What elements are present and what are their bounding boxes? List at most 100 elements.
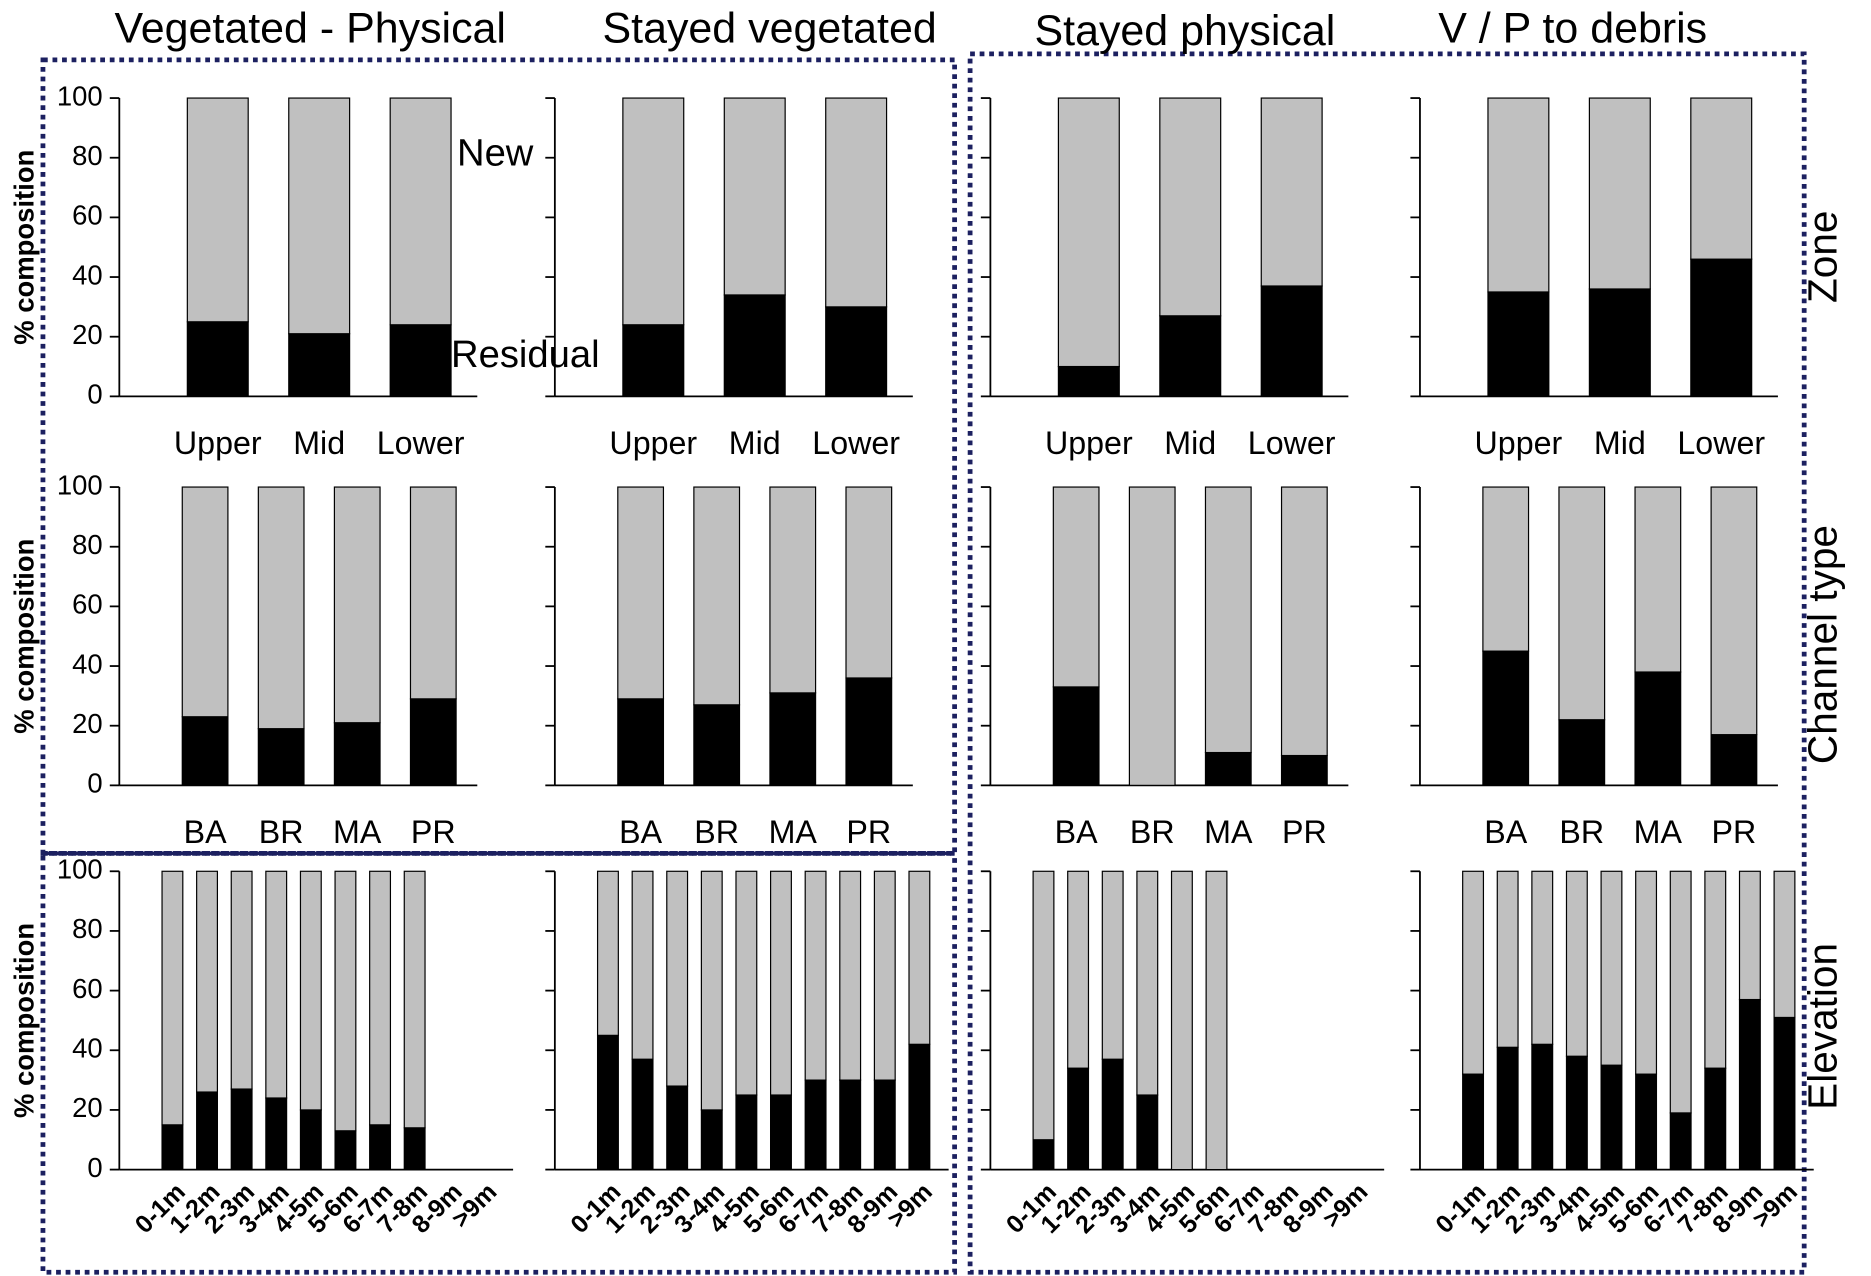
bar-segment [369, 870, 392, 1126]
bar-segment [1205, 870, 1228, 1171]
bar-segment [257, 486, 305, 730]
bar-segment [617, 698, 665, 786]
bar-segment [804, 870, 827, 1081]
bar-segment [1032, 870, 1055, 1141]
y-tick-label: 0 [87, 379, 102, 410]
y-tick-label: 80 [72, 529, 103, 560]
x-tick-label: Lower [1248, 425, 1336, 461]
bar-segment [1669, 870, 1692, 1114]
y-axis-label: % composition [9, 539, 40, 734]
bar-segment [1487, 97, 1550, 293]
x-tick-label: PR [846, 814, 891, 850]
bar-segment [622, 324, 685, 397]
bar-segment [666, 870, 689, 1087]
y-tick-label: 40 [72, 1033, 103, 1064]
x-tick-label: MA [1634, 814, 1683, 850]
x-tick-label: Upper [609, 425, 697, 461]
bar-segment [908, 1043, 931, 1171]
x-tick-label: Upper [1045, 425, 1133, 461]
x-tick-label: BR [694, 814, 739, 850]
bar-segment [1052, 486, 1100, 688]
bar-segment [1204, 486, 1252, 754]
bar-segment [622, 97, 685, 326]
bar-segment [288, 97, 351, 335]
column-title: Stayed physical [1035, 7, 1336, 55]
bar-segment [1280, 754, 1328, 786]
bar-segment [700, 1109, 723, 1171]
bar-segment [1634, 486, 1682, 673]
column-title: V / P to debris [1438, 5, 1707, 53]
bar-segment [1773, 1016, 1796, 1171]
bar-segment [769, 486, 817, 694]
bar-segment [196, 870, 219, 1093]
bar-segment [1159, 315, 1222, 397]
bar-segment [1634, 671, 1682, 786]
y-tick-label: 100 [57, 854, 103, 885]
bar-segment [769, 870, 792, 1096]
bar-segment [1710, 734, 1758, 786]
x-tick-label: Mid [293, 425, 345, 461]
x-tick-label: Lower [1677, 425, 1765, 461]
y-tick-label: 40 [72, 648, 103, 679]
bar-segment [409, 486, 457, 700]
x-tick-label: Mid [1164, 425, 1216, 461]
bar-segment [257, 728, 305, 786]
bar-segment [1565, 870, 1588, 1057]
bar-segment [769, 692, 817, 786]
y-tick-label: 20 [72, 708, 103, 739]
bar-segment [1690, 97, 1753, 260]
bar-segment [1558, 719, 1606, 786]
bar-segment [1057, 97, 1120, 368]
bar-segment [186, 321, 249, 397]
x-tick-label: MA [333, 814, 382, 850]
x-tick-label: MA [1204, 814, 1253, 850]
x-tick-label: BA [1484, 814, 1527, 850]
bar-segment [825, 97, 888, 308]
bar-segment [1669, 1112, 1692, 1171]
bar-segment [1128, 486, 1176, 786]
bar-segment [1067, 870, 1090, 1069]
bar-segment [723, 294, 786, 397]
bar-segment [1170, 870, 1193, 1171]
y-tick-label: 80 [72, 140, 103, 171]
annotation: New [457, 131, 534, 174]
x-tick-label: Lower [812, 425, 900, 461]
bar-segment [1067, 1067, 1090, 1171]
bar-segment [288, 333, 351, 397]
bar-segment [1260, 97, 1323, 287]
x-tick-label: Mid [1594, 425, 1646, 461]
bar-segment [735, 870, 758, 1096]
bar-segment [1704, 1067, 1727, 1171]
bar-segment [181, 486, 229, 718]
bar-segment [389, 324, 452, 397]
bar-segment [1052, 686, 1100, 786]
bar-segment [1588, 288, 1651, 397]
bar-segment [693, 486, 741, 706]
bar-segment [369, 1124, 392, 1171]
bar-segment [389, 97, 452, 326]
bar-segment [265, 870, 288, 1099]
bar-segment [596, 1034, 619, 1171]
bar-segment [1704, 870, 1727, 1069]
bar-segment [596, 870, 619, 1036]
x-tick-label: BR [259, 814, 304, 850]
bar-segment [1531, 1043, 1554, 1171]
column-title: Vegetated - Physical [115, 5, 506, 53]
row-title: Channel type [1799, 525, 1845, 764]
y-tick-label: 100 [57, 80, 103, 111]
bar-segment [1101, 1058, 1124, 1171]
bar-segment [1738, 870, 1761, 1001]
bar-segment [230, 1088, 253, 1171]
y-tick-label: 100 [57, 469, 103, 500]
bar-segment [825, 306, 888, 397]
bar-segment [1482, 486, 1530, 652]
bar-segment [1136, 1094, 1159, 1171]
x-tick-label: BA [184, 814, 227, 850]
bar-segment [1738, 998, 1761, 1171]
x-tick-label: MA [769, 814, 818, 850]
bar-segment [1588, 97, 1651, 290]
x-tick-label: Upper [1475, 425, 1563, 461]
x-tick-label: BA [1055, 814, 1098, 850]
bar-segment [666, 1085, 689, 1171]
bar-segment [161, 870, 184, 1126]
